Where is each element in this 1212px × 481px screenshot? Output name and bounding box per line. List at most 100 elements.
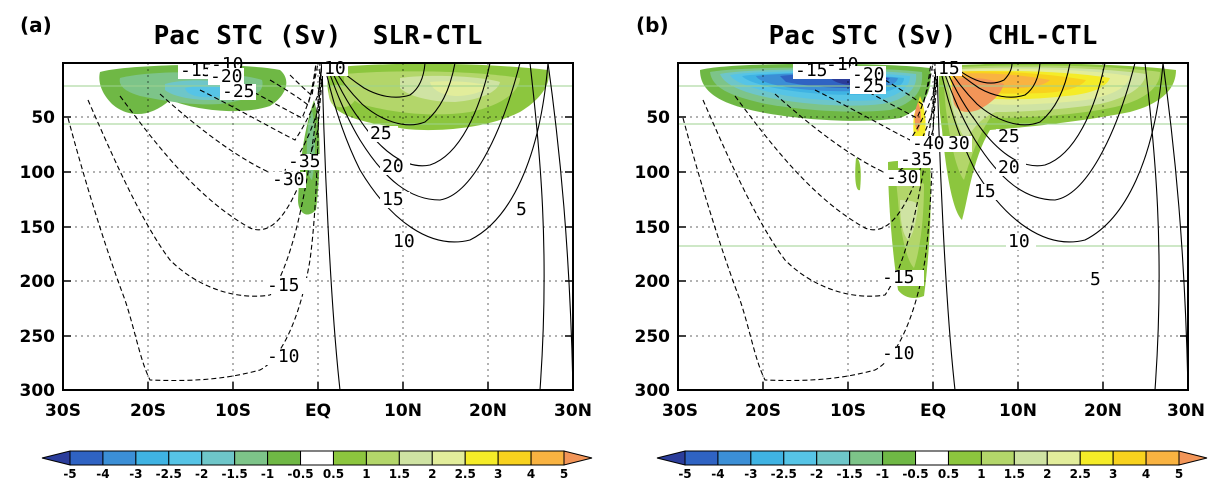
- panel-a-colorbar-segment: [563, 450, 593, 466]
- panel-b-colorbar-label: 3: [1109, 467, 1117, 481]
- panel-b-clabel: 25: [998, 126, 1020, 147]
- panel-b-deep-tongue-core: [900, 200, 918, 240]
- panel-a-colorbar-label: 4: [527, 467, 535, 481]
- panel-b-clabel: -10: [882, 343, 915, 364]
- panel-a-colorbar-label: 1.5: [389, 467, 410, 481]
- panel-b-colorbar-label: 4: [1142, 467, 1150, 481]
- panel-b-colorbar-label: -3: [744, 467, 757, 481]
- panel-b-colorbar-segment: [882, 450, 917, 466]
- panel-b-colorbar-label: 0.5: [938, 467, 959, 481]
- panel-b-colorbar-segment: [947, 450, 982, 466]
- panel-a-colorbar-segment: [135, 450, 170, 466]
- panel-a-y-tick: 200: [20, 272, 56, 292]
- panel-a-y-axis: 50 100 150 200 250 300: [20, 108, 573, 401]
- panel-b-x-tick: 20S: [745, 401, 781, 421]
- panel-a-colorbar-label: -1.5: [222, 467, 248, 481]
- panel-a-colorbar-segment: [497, 450, 532, 466]
- panel-a-y-tick: 250: [20, 327, 56, 347]
- panel-b-title: Pac STC (Sv) CHL-CTL: [769, 21, 1098, 51]
- panel-a: (a) Pac STC (Sv) SLR-CTL: [20, 13, 593, 481]
- panel-a-clabel: 20: [382, 156, 404, 177]
- panel-a-colorbar-label: -4: [96, 467, 109, 481]
- panel-a-x-tick: EQ: [305, 401, 331, 421]
- panel-b-colorbar-segment: [1079, 450, 1114, 466]
- panel-b-x-tick: 10N: [999, 401, 1037, 421]
- panel-a-pos-lobe-core: [430, 81, 488, 96]
- panel-b-colorbar-label: -5: [678, 467, 691, 481]
- panel-a-colorbar-segment: [168, 450, 203, 466]
- panel-a-clabel: -15: [267, 275, 300, 296]
- panel-a-label: (a): [20, 13, 52, 37]
- panel-b-clabel: -15: [882, 267, 915, 288]
- panel-a-colorbar-segment: [530, 450, 565, 466]
- panel-a-clabel: 5: [516, 199, 527, 220]
- panel-a-x-tick: 30S: [45, 401, 81, 421]
- panel-b-clabel: -15: [795, 60, 828, 81]
- panel-a-colorbar-segment: [365, 450, 400, 466]
- panel-b-positive-contours: [936, 63, 1188, 390]
- panel-a-colorbar-label: 5: [560, 467, 568, 481]
- panel-a-colorbar-segment: [102, 450, 137, 466]
- panel-b-y-tick: 250: [635, 327, 671, 347]
- panel-b-colorbar-segment: [750, 450, 785, 466]
- panel-a-x-tick: 10N: [384, 401, 422, 421]
- panel-b-colorbar-label: 1.5: [1004, 467, 1025, 481]
- panel-a-colorbar-segment: [464, 450, 499, 466]
- panel-a-x-tick: 20S: [130, 401, 166, 421]
- panel-b-colorbar-segment: [1178, 450, 1208, 466]
- panel-a-y-tick: 150: [20, 218, 56, 238]
- panel-b-x-tick: EQ: [920, 401, 946, 421]
- panel-b-x-axis: 30S 20S 10S EQ 10N 20N 30N: [662, 382, 1205, 421]
- panel-b-label: (b): [636, 13, 669, 37]
- panel-a-colorbar-segment: [267, 450, 302, 466]
- panel-b-colorbar-segment: [915, 450, 949, 466]
- panel-b-colorbar-segment: [783, 450, 818, 466]
- panel-a-clabel: 25: [370, 123, 392, 144]
- panel-b-colorbar-segment: [980, 450, 1015, 466]
- panel-a-clabel: -25: [222, 81, 255, 102]
- panel-a-y-tick: 300: [20, 381, 56, 401]
- panel-a-negative-contours: [67, 63, 325, 382]
- panel-a-colorbar-label: 0.5: [323, 467, 344, 481]
- panel-b-contours: [682, 63, 1188, 390]
- panel-b-colorbar: -5 -4 -3 -2.5 -2 -1.5 -1 -0.5 0.5 1 1.5 2 2.5 3 4 5: [656, 450, 1208, 481]
- panel-a-colorbar-segment: [332, 450, 367, 466]
- panel-b-colorbar-label: 2: [1043, 467, 1051, 481]
- panel-b-y-tick: 300: [635, 381, 671, 401]
- panel-a-neg-lobe-core: [185, 85, 230, 98]
- panel-a-colorbar-label: -1: [261, 467, 274, 481]
- panel-a-clabel: -35: [288, 151, 321, 172]
- panel-a-clabel: -30: [272, 169, 305, 190]
- panel-a-colorbar-segment: [431, 450, 466, 466]
- panel-a-colorbar-segment: [201, 450, 236, 466]
- panel-b-clabel: 15: [974, 181, 996, 202]
- panel-b-colorbar-label: -1: [876, 467, 889, 481]
- panel-b-colorbar-segment: [717, 450, 752, 466]
- panel-a-clabel: -10: [267, 346, 300, 367]
- panel-a-x-tick: 20N: [469, 401, 507, 421]
- panel-a-title: Pac STC (Sv) SLR-CTL: [154, 21, 483, 51]
- panel-a-clabel: 10: [324, 58, 346, 79]
- panel-b-y-tick: 150: [635, 218, 671, 238]
- panel-b-colorbar-segment: [1112, 450, 1147, 466]
- panel-b-colorbar-segment: [684, 450, 719, 466]
- panel-a-colorbar-segment: [300, 450, 334, 466]
- panel-a-x-tick: 10S: [215, 401, 251, 421]
- panel-b-colorbar-label: -2: [810, 467, 823, 481]
- panel-b-y-axis: 50 100 150 200 250 300: [635, 108, 1188, 401]
- panel-b-x-tick: 10S: [830, 401, 866, 421]
- panel-a-clabel: 10: [393, 231, 415, 252]
- panel-b-colorbar-label: -4: [711, 467, 724, 481]
- panel-b-colorbar-label: -1.5: [837, 467, 863, 481]
- panel-a-colorbar-label: -2: [195, 467, 208, 481]
- panel-a-colorbar-label: -0.5: [287, 467, 313, 481]
- panel-b-clabel: 10: [1008, 231, 1030, 252]
- panel-a-colorbar-label: -5: [63, 467, 76, 481]
- panel-b-x-tick: 30N: [1167, 401, 1205, 421]
- panel-b-colorbar-label: 2.5: [1070, 467, 1091, 481]
- panel-a-clabel: -15: [180, 60, 213, 81]
- panel-b-colorbar-label: -0.5: [902, 467, 928, 481]
- panel-a-colorbar-label: 2: [428, 467, 436, 481]
- panel-a-y-tick: 100: [20, 163, 56, 183]
